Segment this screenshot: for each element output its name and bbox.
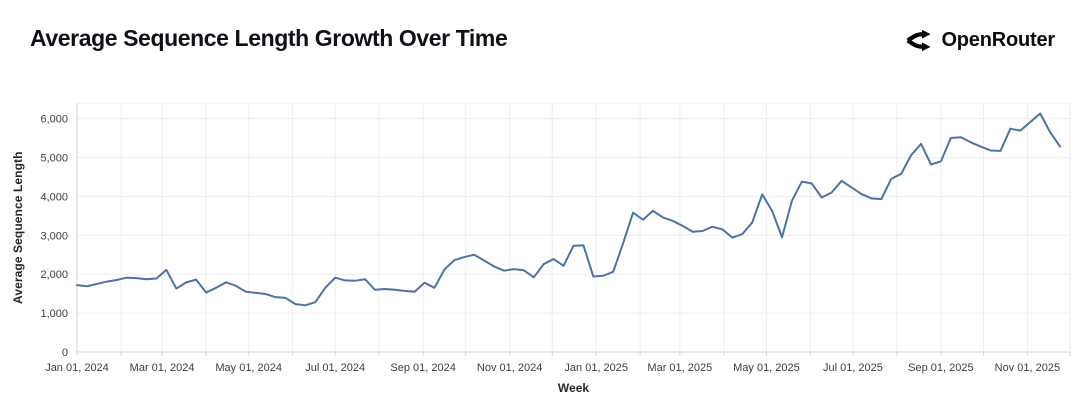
x-tick-label: Jan 01, 2025 xyxy=(564,362,628,374)
x-tick-label: Mar 01, 2025 xyxy=(647,362,712,374)
x-tick-label: Jan 01, 2024 xyxy=(45,362,109,374)
page-title: Average Sequence Length Growth Over Time xyxy=(30,25,508,51)
x-tick-label: Nov 01, 2025 xyxy=(995,362,1060,374)
x-tick-label: Sep 01, 2025 xyxy=(908,362,973,374)
y-tick-label: 4,000 xyxy=(40,191,68,203)
brand-name: OpenRouter xyxy=(941,29,1055,51)
y-tick-label: 3,000 xyxy=(40,230,68,242)
y-tick-label: 2,000 xyxy=(40,269,68,281)
y-tick-label: 6,000 xyxy=(40,114,68,126)
y-tick-label: 5,000 xyxy=(40,152,68,164)
series-line-average-sequence-length[interactable] xyxy=(76,112,1062,307)
x-tick-label: Nov 01, 2024 xyxy=(477,362,542,374)
openrouter-logo-icon xyxy=(906,29,931,52)
x-axis-title: Week xyxy=(557,381,590,395)
x-tick-label: Sep 01, 2024 xyxy=(390,362,455,374)
x-tick-label: May 01, 2025 xyxy=(733,362,800,374)
y-tick-label: 0 xyxy=(62,347,68,359)
x-tick-label: Mar 01, 2024 xyxy=(130,362,195,374)
x-tick-label: Jul 01, 2025 xyxy=(823,362,883,374)
openrouter-logo[interactable]: OpenRouter xyxy=(905,27,1055,54)
y-tick-label: 1,000 xyxy=(40,308,68,320)
y-axis-title: Average Sequence Length xyxy=(11,151,25,304)
x-tick-label: Jul 01, 2024 xyxy=(305,362,365,374)
x-tick-label: May 01, 2024 xyxy=(215,362,282,374)
